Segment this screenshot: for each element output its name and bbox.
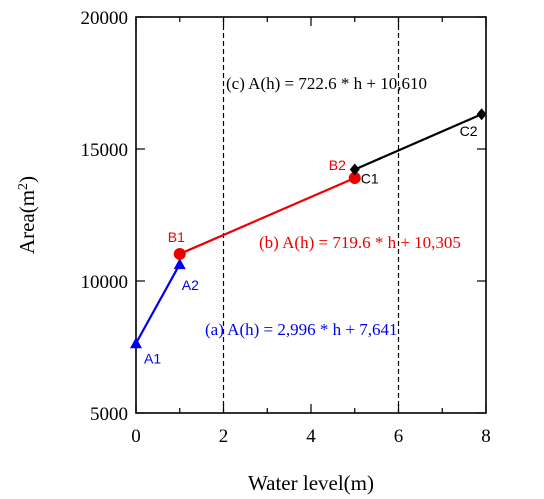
y-tick-label: 10000 <box>81 272 129 293</box>
point-label-B2: B2 <box>329 157 346 173</box>
x-tick-label: 6 <box>394 426 404 447</box>
series-b-line <box>179 176 356 255</box>
point-C1 <box>349 163 360 176</box>
point-B2 <box>348 171 361 184</box>
point-A2 <box>173 258 186 270</box>
y-tick-label: 5000 <box>90 404 128 425</box>
x-axis-title: Water level(m) <box>248 471 374 495</box>
y-tick-label: 20000 <box>81 8 129 29</box>
y-tick-label: 15000 <box>81 140 129 161</box>
point-A1 <box>130 337 142 349</box>
y-axis-title: Area(m2) <box>15 176 39 254</box>
series-b: B1 B2 (b) A(h) = 719.6 * h + 10,305 <box>168 157 461 260</box>
point-label-B1: B1 <box>168 229 185 245</box>
point-label-C2: C2 <box>460 123 478 139</box>
point-label-A2: A2 <box>182 277 199 293</box>
x-tick-label: 8 <box>481 426 491 447</box>
series-c: C1 C2 (c) A(h) = 722.6 * h + 10,610 <box>226 74 487 187</box>
equation-b: (b) A(h) = 719.6 * h + 10,305 <box>259 233 461 252</box>
equation-a: (a) A(h) = 2,996 * h + 7,641 <box>205 320 397 339</box>
series-c-line <box>354 113 483 171</box>
reference-lines <box>222 17 400 413</box>
series-layer: A1 A2 (a) A(h) = 2,996 * h + 7,641 B1 B2 (b) … <box>130 74 487 366</box>
x-tick-label: 0 <box>131 426 141 447</box>
x-tick-label: 4 <box>306 426 316 447</box>
tick-labels: 0 2 4 6 8 5000 10000 15000 20000 <box>81 8 491 447</box>
y-axis-title-main: Area(m <box>15 190 39 254</box>
plot-frame <box>135 16 487 414</box>
series-a: A1 A2 (a) A(h) = 2,996 * h + 7,641 <box>130 258 397 366</box>
point-B1 <box>173 247 186 260</box>
equation-c: (c) A(h) = 722.6 * h + 10,610 <box>226 74 427 93</box>
series-a-line <box>135 263 181 344</box>
y-axis-title-close: ) <box>15 176 39 183</box>
x-tick-label: 2 <box>219 426 229 447</box>
point-C2 <box>476 108 487 121</box>
point-label-A1: A1 <box>144 350 161 366</box>
point-label-C1: C1 <box>361 171 379 187</box>
y-axis-title-superscript: 2 <box>16 183 31 190</box>
